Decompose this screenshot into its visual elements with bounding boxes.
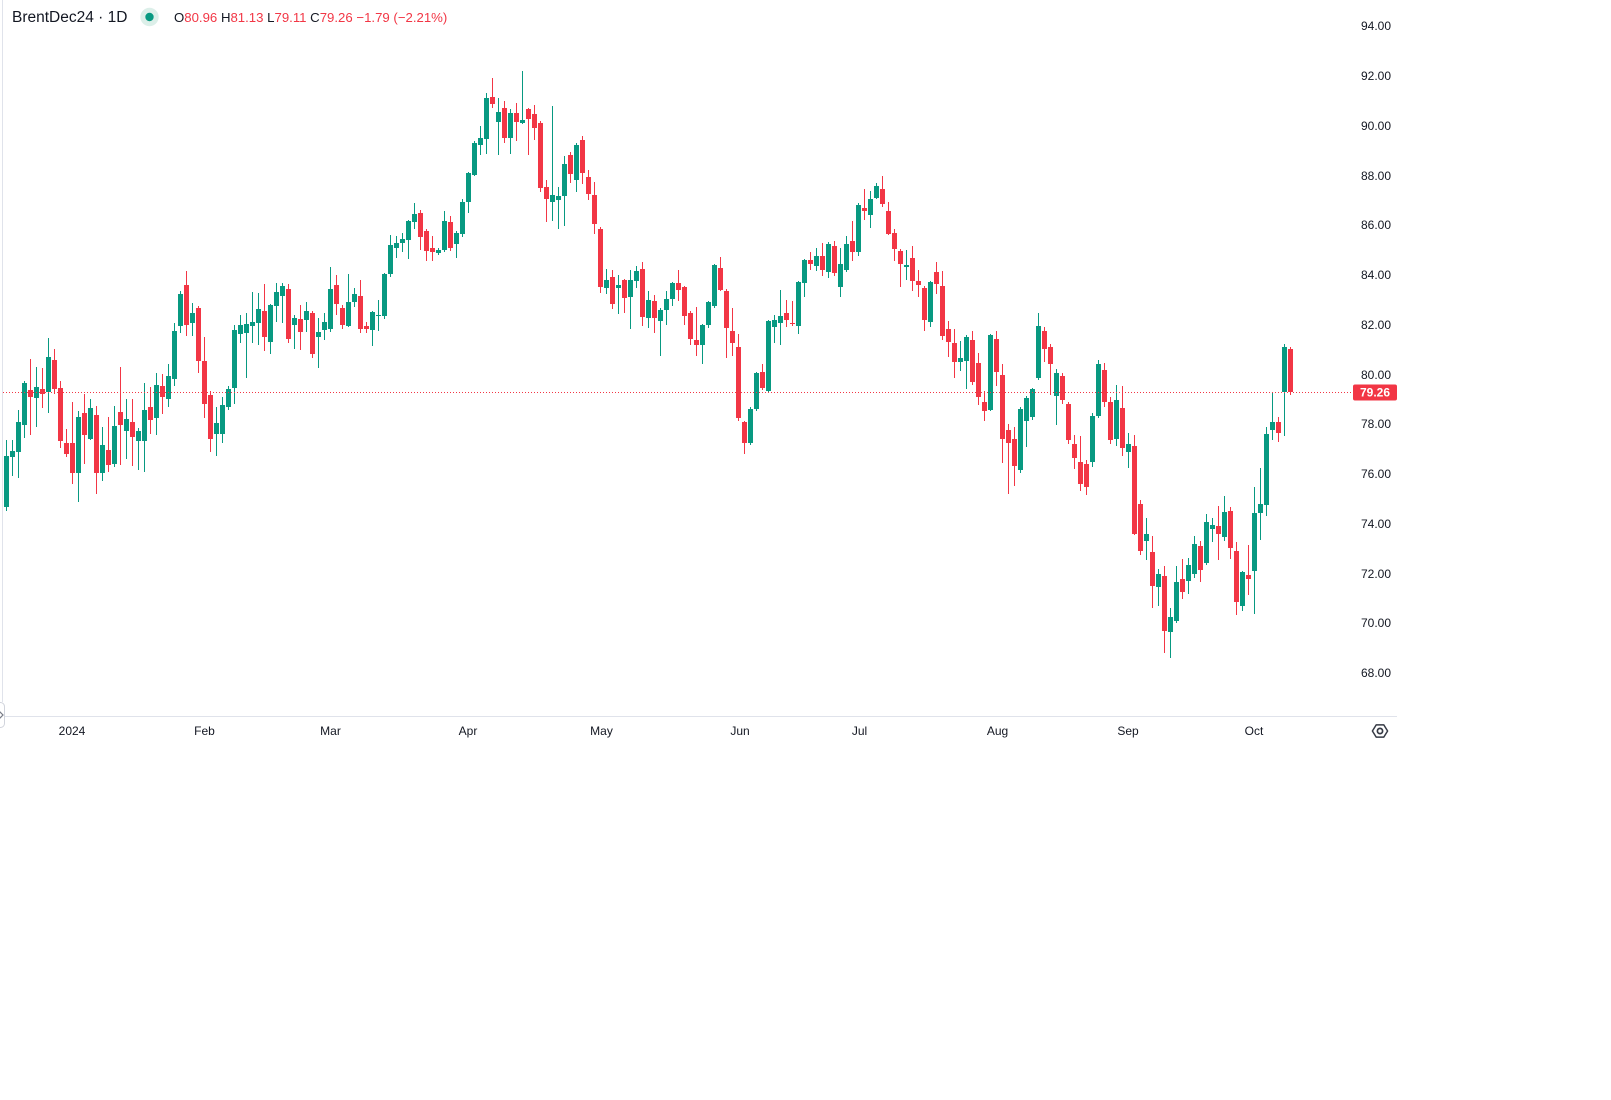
svg-text:79.26: 79.26 <box>1360 386 1390 400</box>
